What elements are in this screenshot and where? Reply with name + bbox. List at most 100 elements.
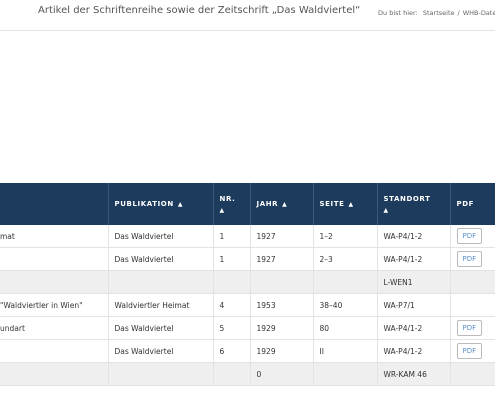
table-cell bbox=[213, 362, 251, 386]
table-cell: 4 bbox=[213, 293, 251, 317]
sort-icon: ▲ bbox=[383, 206, 389, 214]
cell-text: 1929 bbox=[256, 346, 276, 356]
table-cell: Das Waldviertel bbox=[108, 247, 214, 271]
table-cell: PDF bbox=[450, 339, 495, 363]
table-cell bbox=[313, 270, 378, 294]
cell-text: 80 bbox=[319, 323, 330, 333]
column-header[interactable]: SEITE ▲ bbox=[313, 183, 378, 225]
table-cell: II bbox=[313, 339, 378, 363]
column-header[interactable]: NR. ▲ bbox=[213, 183, 251, 225]
data-table: PUBLIKATION ▲ NR. ▲ JAHR ▲ SEITE ▲ STANDORT ▲ PDF … bbox=[0, 183, 495, 386]
table-cell: 0 bbox=[250, 362, 314, 386]
table-row: undart Das Waldviertel 5 1929 80 WA-P4/1-2 PDF bbox=[0, 316, 495, 340]
table-cell: WA-P7/1 bbox=[377, 293, 451, 317]
table-cell: 38–40 bbox=[313, 293, 378, 317]
table-cell bbox=[250, 270, 314, 294]
table-row: Das Waldviertel 6 1929 II WA-P4/1-2 PDF bbox=[0, 339, 495, 363]
table-cell: 6 bbox=[213, 339, 251, 363]
table-row: "Waldviertler in Wien" Waldviertler Heima… bbox=[0, 293, 495, 317]
column-label: PDF bbox=[456, 200, 475, 208]
cell-text: WA-P7/1 bbox=[383, 300, 415, 310]
column-header[interactable]: STANDORT ▲ bbox=[377, 183, 451, 225]
column-label: SEITE bbox=[319, 200, 345, 208]
table-cell: 1–2 bbox=[313, 225, 378, 248]
column-label: JAHR bbox=[256, 200, 279, 208]
table-cell: 1929 bbox=[250, 339, 314, 363]
table-cell: WA-P4/1-2 bbox=[377, 247, 451, 271]
cell-text: Das Waldviertel bbox=[114, 254, 174, 264]
cell-text: WR-KAM 46 bbox=[383, 369, 427, 379]
table-cell: 1953 bbox=[250, 293, 314, 317]
table-body: mat Das Waldviertel 1 1927 1–2 WA-P4/1-2 PDF Da… bbox=[0, 225, 495, 386]
sort-icon: ▲ bbox=[282, 201, 288, 208]
table-cell bbox=[0, 362, 109, 386]
table-row: mat Das Waldviertel 1 1927 1–2 WA-P4/1-2 PDF bbox=[0, 225, 495, 248]
cell-text: 5 bbox=[219, 323, 225, 333]
table-cell bbox=[450, 362, 495, 386]
cell-text: WA-P4/1-2 bbox=[383, 231, 423, 241]
column-header[interactable]: PUBLIKATION ▲ bbox=[108, 183, 214, 225]
table-cell: "Waldviertler in Wien" bbox=[0, 293, 109, 317]
cell-text: Das Waldviertel bbox=[114, 346, 174, 356]
cell-text: 1927 bbox=[256, 231, 276, 241]
table-cell: WA-P4/1-2 bbox=[377, 316, 451, 340]
cell-text: 0 bbox=[256, 369, 262, 379]
column-label: NR. bbox=[219, 194, 236, 203]
column-header: PDF bbox=[450, 183, 495, 225]
table-cell: Waldviertler Heimat bbox=[108, 293, 214, 317]
breadcrumb-label: Du bist hier: bbox=[378, 9, 418, 17]
pdf-button[interactable]: PDF bbox=[456, 320, 483, 336]
sort-icon: ▲ bbox=[177, 201, 184, 208]
cell-text: mat bbox=[0, 231, 15, 241]
cell-text: WA-P4/1-2 bbox=[383, 254, 423, 264]
cell-text: undart bbox=[0, 323, 25, 333]
cell-text: II bbox=[319, 346, 324, 356]
table-cell: 1 bbox=[213, 225, 251, 248]
column-header bbox=[0, 183, 109, 225]
sort-icon: ▲ bbox=[219, 206, 225, 214]
table-row: 0 WR-KAM 46 bbox=[0, 362, 495, 386]
cell-text: Das Waldviertel bbox=[114, 323, 174, 333]
table-cell: WA-P4/1-2 bbox=[377, 225, 451, 248]
table-cell: L-WEN1 bbox=[377, 270, 451, 294]
table-cell: 1927 bbox=[250, 225, 314, 248]
cell-text: 1929 bbox=[256, 323, 276, 333]
table-cell bbox=[0, 339, 109, 363]
cell-text: 2–3 bbox=[319, 254, 333, 264]
table-cell bbox=[108, 270, 214, 294]
cell-text: 1 bbox=[219, 231, 225, 241]
pdf-button[interactable]: PDF bbox=[456, 343, 483, 359]
table-cell: 2–3 bbox=[313, 247, 378, 271]
cell-text: "Waldviertler in Wien" bbox=[0, 300, 83, 310]
cell-text: 38–40 bbox=[319, 300, 343, 310]
table-cell bbox=[213, 270, 251, 294]
column-label: PUBLIKATION bbox=[114, 200, 174, 208]
table-cell bbox=[108, 362, 214, 386]
table-cell: 5 bbox=[213, 316, 251, 340]
cell-text: 1953 bbox=[256, 300, 276, 310]
table-cell: WA-P4/1-2 bbox=[377, 339, 451, 363]
cell-text: 6 bbox=[219, 346, 225, 356]
table-cell: PDF bbox=[450, 225, 495, 248]
table-cell: 80 bbox=[313, 316, 378, 340]
cell-text: 1 bbox=[219, 254, 225, 264]
table-cell: PDF bbox=[450, 316, 495, 340]
breadcrumb: Du bist hier: Startseite/WHB-Daten bbox=[378, 9, 495, 17]
column-label: STANDORT bbox=[383, 194, 431, 203]
table-cell bbox=[450, 293, 495, 317]
breadcrumb-item[interactable]: WHB-Daten bbox=[462, 9, 495, 17]
cell-text: WA-P4/1-2 bbox=[383, 323, 423, 333]
pdf-button[interactable]: PDF bbox=[456, 251, 483, 267]
table-cell: 1929 bbox=[250, 316, 314, 340]
breadcrumb-item[interactable]: Startseite bbox=[422, 9, 455, 17]
table-cell bbox=[313, 362, 378, 386]
table-cell bbox=[0, 247, 109, 271]
table-cell: 1 bbox=[213, 247, 251, 271]
column-header[interactable]: JAHR ▲ bbox=[250, 183, 314, 225]
table-cell: Das Waldviertel bbox=[108, 225, 214, 248]
table-cell: 1927 bbox=[250, 247, 314, 271]
pdf-button[interactable]: PDF bbox=[456, 228, 483, 244]
table-cell bbox=[450, 270, 495, 294]
table-row: L-WEN1 bbox=[0, 270, 495, 294]
divider bbox=[0, 30, 495, 31]
